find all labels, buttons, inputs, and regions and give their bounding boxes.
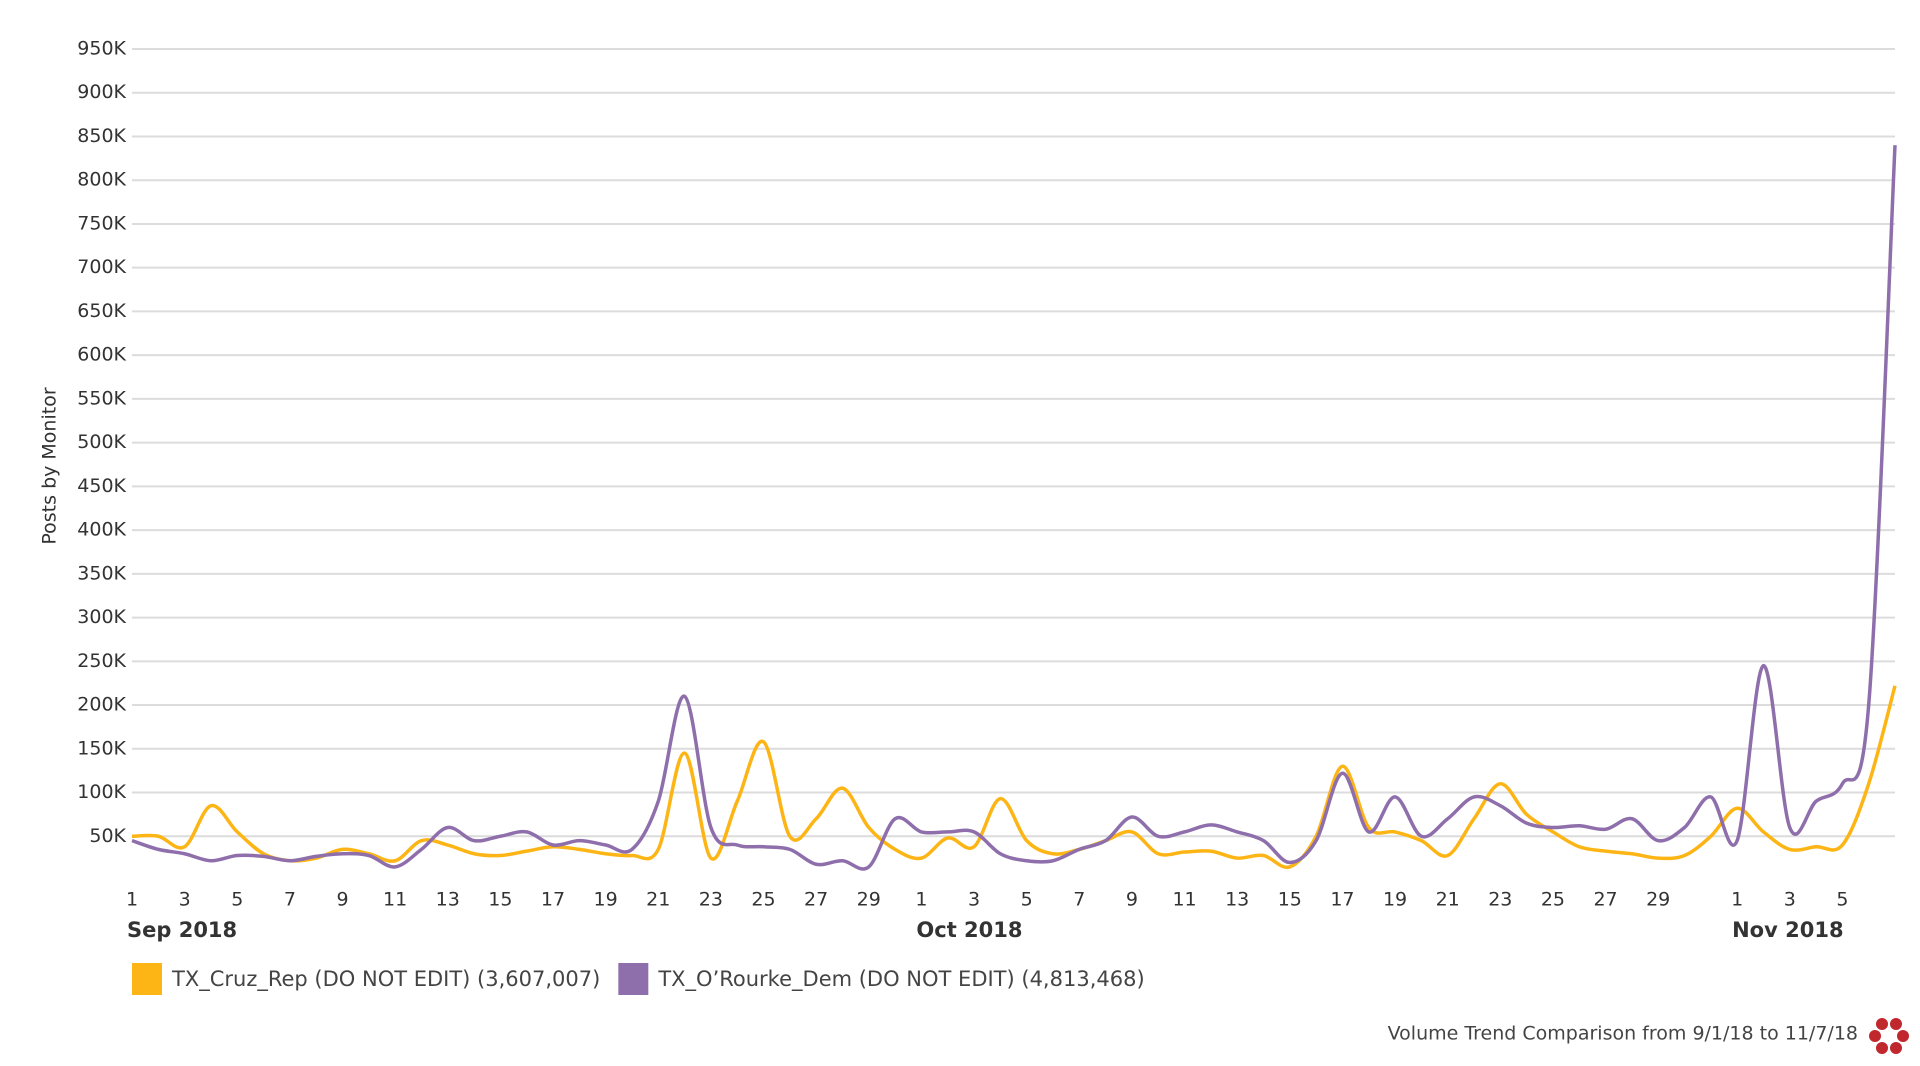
x-tick-label: 21 [1436,889,1460,911]
x-tick-label: 23 [1488,889,1512,911]
x-tick-label: 1 [915,889,927,911]
y-tick-label: 500K [77,431,126,453]
x-tick-label: 17 [1330,889,1354,911]
y-tick-label: 400K [77,519,126,541]
x-tick-label: 7 [1073,889,1085,911]
y-tick-label: 250K [77,650,126,672]
x-tick-label: 13 [436,889,460,911]
y-axis-label: Posts by Monitor [39,387,61,544]
legend-swatch [132,963,162,995]
legend-label: TX_O’Rourke_Dem (DO NOT EDIT) (4,813,468… [657,967,1144,992]
x-tick-label: 25 [751,889,775,911]
month-label: Nov 2018 [1732,918,1843,942]
month-label: Sep 2018 [127,918,237,942]
series-line [131,685,1897,870]
y-tick-label: 550K [77,387,126,409]
y-tick-label: 700K [77,256,126,278]
x-tick-label: 17 [541,889,565,911]
x-tick-label: 29 [1646,889,1670,911]
x-tick-label: 3 [968,889,980,911]
x-tick-label: 9 [1126,889,1138,911]
y-tick-label: 900K [77,81,126,103]
y-tick-label: 850K [77,125,126,147]
x-tick-label: 19 [1383,889,1407,911]
y-tick-label: 100K [77,781,126,803]
x-tick-label: 9 [336,889,348,911]
y-tick-label: 150K [77,737,126,759]
footer: Volume Trend Comparison from 9/1/18 to 1… [1388,1023,1858,1045]
y-tick-label: 650K [77,300,126,322]
x-tick-label: 21 [646,889,670,911]
y-tick-label: 800K [77,169,126,191]
y-tick-label: 750K [77,212,126,234]
x-tick-label: 5 [1021,889,1033,911]
y-tick-label: 200K [77,694,126,716]
x-tick-label: 13 [1225,889,1249,911]
y-tick-label: 50K [89,825,126,847]
x-tick-label: 29 [857,889,881,911]
x-tick-label: 23 [699,889,723,911]
x-tick-label: 27 [1593,889,1617,911]
x-tick-label: 5 [231,889,243,911]
y-tick-label: 300K [77,606,126,628]
x-tick-label: 3 [1784,889,1796,911]
x-tick-label: 15 [1278,889,1302,911]
x-tick-label: 3 [179,889,191,911]
logo [1869,1018,1909,1054]
y-tick-label: 450K [77,475,126,497]
x-tick-label: 25 [1541,889,1565,911]
y-tick-label: 600K [77,344,126,366]
month-label: Oct 2018 [916,918,1022,942]
x-tick-label: 19 [594,889,618,911]
series-line [131,145,1897,871]
x-tick-label: 15 [488,889,512,911]
y-tick-label: 950K [77,38,126,60]
x-tick-label: 7 [284,889,296,911]
x-tick-label: 27 [804,889,828,911]
x-tick-label: 11 [1172,889,1196,911]
legend-label: TX_Cruz_Rep (DO NOT EDIT) (3,607,007) [171,967,600,992]
x-tick-label: 11 [383,889,407,911]
legend-swatch [618,963,649,995]
x-tick-label: 1 [1731,889,1743,911]
y-tick-label: 350K [77,562,126,584]
x-tick-label: 5 [1836,889,1848,911]
x-tick-label: 1 [126,889,138,911]
